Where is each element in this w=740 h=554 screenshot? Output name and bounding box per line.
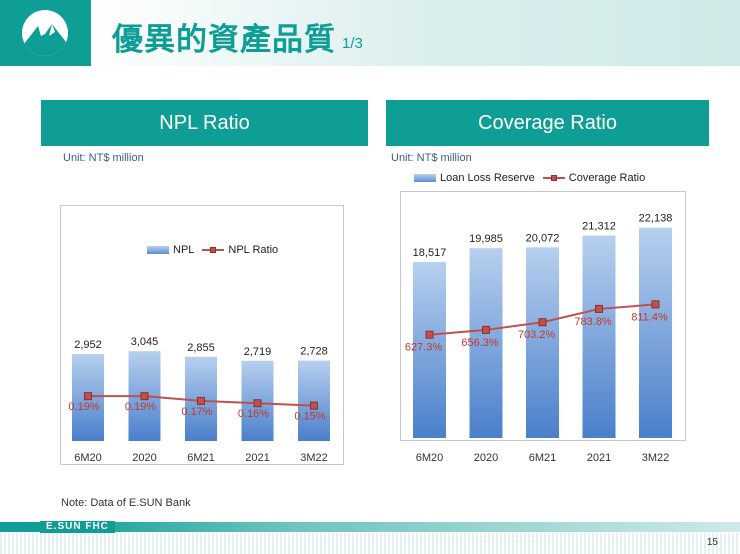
- bar-value-label: 2,728: [300, 346, 328, 358]
- bar-value-label: 2,952: [74, 339, 102, 351]
- line-swatch-icon: [542, 174, 565, 182]
- bar-value-label: 22,138: [639, 213, 673, 225]
- line-swatch-icon: [202, 246, 225, 254]
- ratio-point: [310, 401, 318, 410]
- category-label: 6M21: [187, 452, 215, 464]
- ratio-point: [253, 399, 262, 408]
- bar-value-label: 21,312: [582, 221, 616, 233]
- bar-2: [526, 247, 559, 438]
- coverage-panel-title: Coverage Ratio: [386, 100, 709, 146]
- page-number: 15: [706, 537, 718, 548]
- coverage-legend-bar-label: Loan Loss Reserve: [440, 172, 535, 184]
- ratio-point: [482, 325, 490, 334]
- header-bar: [0, 0, 740, 66]
- bar-swatch-icon: [414, 174, 436, 182]
- mountain-logo-icon: [22, 10, 68, 56]
- category-label: 6M20: [416, 452, 444, 464]
- ratio-value-label: 783.8%: [574, 316, 612, 328]
- footnote: Note: Data of E.SUN Bank: [61, 497, 191, 509]
- bar-swatch-icon: [147, 246, 169, 254]
- npl-panel-title: NPL Ratio: [41, 100, 368, 146]
- bar-value-label: 19,985: [469, 233, 503, 245]
- bar-3: [582, 235, 616, 438]
- ratio-point: [197, 396, 205, 405]
- ratio-value-label: 0.16%: [238, 408, 269, 420]
- ratio-value-label: 0.19%: [68, 401, 99, 413]
- ratio-point: [425, 330, 434, 339]
- footer-brand: E.SUN FHC: [40, 521, 115, 533]
- coverage-legend-line: Coverage Ratio: [542, 172, 646, 184]
- category-label: 3M22: [642, 452, 670, 464]
- coverage-unit-label: Unit: NT$ million: [391, 152, 472, 164]
- bar-4: [298, 360, 330, 441]
- coverage-legend-line-label: Coverage Ratio: [568, 172, 646, 184]
- ratio-point: [651, 300, 660, 309]
- ratio-point: [595, 304, 603, 313]
- npl-unit-label: Unit: NT$ million: [63, 152, 144, 164]
- npl-legend-bar-label: NPL: [173, 244, 195, 256]
- npl-legend-line: NPL Ratio: [202, 244, 278, 256]
- coverage-legend: Loan Loss Reserve Coverage Ratio: [414, 172, 653, 184]
- ratio-value-label: 0.15%: [294, 411, 325, 423]
- ratio-value-label: 811.4%: [631, 311, 668, 323]
- ratio-value-label: 0.17%: [181, 406, 212, 418]
- bar-value-label: 2,719: [244, 346, 272, 358]
- ratio-point: [140, 392, 149, 401]
- npl-legend-bar: NPL: [147, 244, 194, 256]
- bar-value-label: 20,072: [526, 232, 560, 244]
- ratio-value-label: 703.2%: [518, 329, 556, 341]
- ratio-point: [84, 392, 92, 401]
- npl-legend-line-label: NPL Ratio: [228, 244, 279, 256]
- bar-value-label: 2,855: [187, 342, 215, 354]
- category-label: 6M20: [74, 452, 102, 464]
- bar-value-label: 3,045: [131, 336, 159, 348]
- ratio-point: [538, 318, 547, 327]
- coverage-legend-bar: Loan Loss Reserve: [414, 172, 535, 184]
- ratio-value-label: 627.3%: [405, 342, 443, 354]
- ratio-value-label: 656.3%: [461, 337, 499, 349]
- category-label: 2021: [587, 452, 611, 464]
- page-title: 優異的資產品質: [112, 22, 336, 58]
- category-label: 2020: [132, 452, 156, 464]
- bar-4: [639, 227, 672, 438]
- logo-block: [0, 0, 91, 66]
- bar-1: [469, 248, 503, 438]
- bar-0: [413, 262, 446, 438]
- category-label: 2020: [474, 452, 498, 464]
- category-label: 6M21: [529, 452, 557, 464]
- category-label: 3M22: [300, 452, 328, 464]
- footer-band: [0, 522, 740, 532]
- footer-stripes: [0, 533, 740, 554]
- category-label: 2021: [245, 452, 269, 464]
- page-title-counter: 1/3: [342, 35, 363, 52]
- npl-legend: NPL NPL Ratio: [147, 244, 286, 256]
- bar-value-label: 18,517: [413, 247, 447, 259]
- ratio-value-label: 0.19%: [125, 401, 156, 413]
